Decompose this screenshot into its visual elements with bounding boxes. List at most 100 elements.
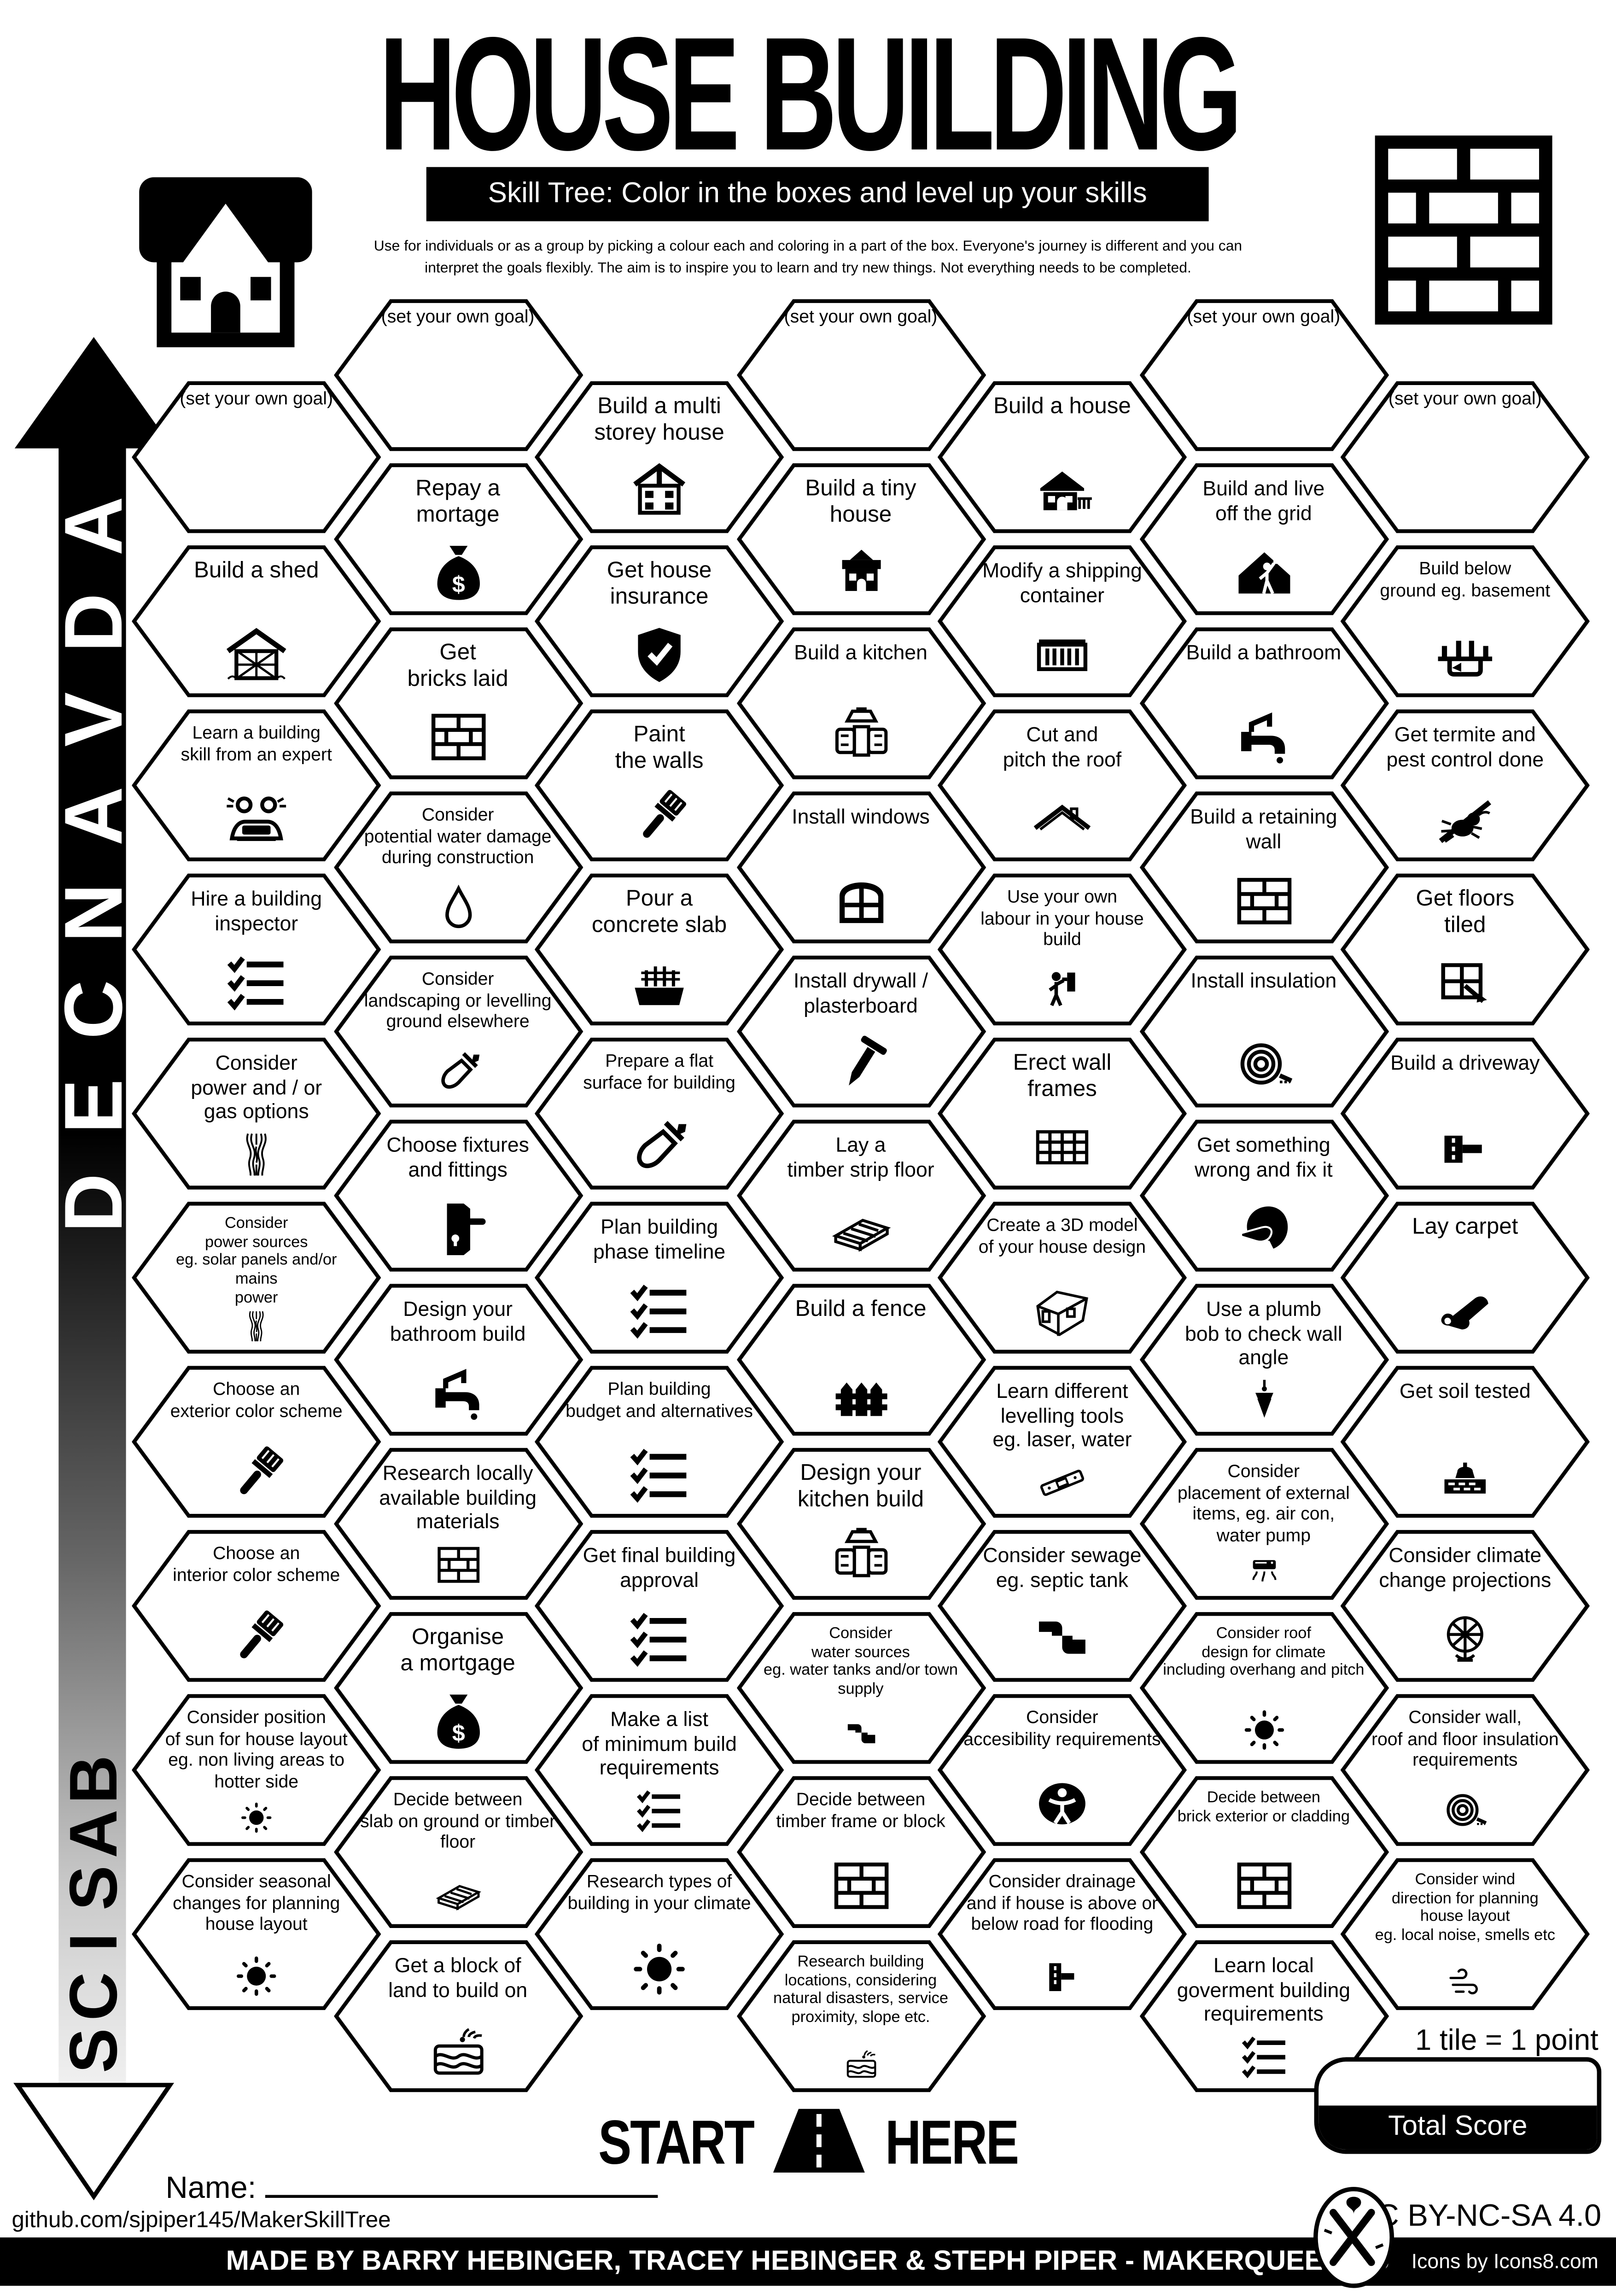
sun-icon: [241, 1802, 272, 1833]
hex-label: Build a retaining wall: [1190, 804, 1337, 852]
hex-install-windows: Install windows: [736, 791, 986, 944]
hex-outline: [938, 873, 1187, 1026]
hex-choose-interior-color-scheme: Choose an interior color scheme: [132, 1530, 381, 1682]
hex-label: Lay carpet: [1412, 1215, 1518, 1240]
hex-outline: [333, 1120, 583, 1272]
hex-label: Consider potential water damage during con…: [364, 804, 552, 868]
wall-frame-icon: [1036, 1130, 1089, 1165]
hex-organise-a-mortgage: Organise a mortgage $: [333, 1612, 583, 1764]
hex-outline: [535, 873, 784, 1026]
description-line1: Use for individuals or as a group by pic…: [373, 239, 1243, 255]
hex-label: Build a driveway: [1390, 1050, 1540, 1074]
hex-outline: [736, 1940, 986, 2092]
license-text: CC BY-NC-SA 4.0: [1354, 2199, 1602, 2233]
checklist-icon: [1241, 2036, 1285, 2079]
checklist-icon: [227, 956, 284, 1011]
house-3d-icon: [1036, 1291, 1088, 1336]
name-row: Name:: [165, 2171, 658, 2207]
hex-outline: [1340, 1366, 1590, 1518]
sun-icon: [237, 1956, 276, 1996]
multi-house-icon: [633, 463, 686, 515]
hex-label: Consider climate change projections: [1379, 1542, 1552, 1591]
hex-plan-building-phase-timeline: Plan building phase timeline: [535, 1202, 784, 1354]
hex-outline: [1340, 381, 1590, 533]
svg-text:$: $: [451, 1720, 464, 1746]
hex-outline: [938, 1530, 1187, 1682]
hex-use-own-labour: Use your own labour in your house build: [938, 873, 1187, 1026]
description: Use for individuals or as a group by pic…: [220, 236, 1396, 280]
hex-label: (set your own goal): [1388, 388, 1542, 409]
hex-outline: [1340, 1202, 1590, 1354]
total-score-label: Total Score: [1318, 2105, 1597, 2150]
driveway-icon: [1444, 1135, 1482, 1163]
hex-use-plumb-bob: Use a plumb bob to check wall angle: [1139, 1284, 1388, 1436]
hex-get-block-of-land: Get a block of land to build on: [333, 1940, 583, 2092]
hex-label: Get floors tiled: [1416, 886, 1515, 938]
hex-label: Pour a concrete slab: [591, 886, 727, 938]
hex-choose-fixtures-fittings: Choose fixtures and fittings: [333, 1120, 583, 1272]
hex-consider-water-sources: Consider water sources eg. water tanks and…: [736, 1612, 986, 1764]
hex-build-below-ground: Build below ground eg. basement: [1340, 545, 1590, 697]
hex-consider-sun-position: Consider position of sun for house layout…: [132, 1694, 381, 1846]
hex-label: Plan building phase timeline: [593, 1215, 726, 1262]
hex-build-a-bathroom: Build a bathroom: [1139, 627, 1388, 780]
hex-label: Get something wrong and fix it: [1195, 1133, 1333, 1180]
hex-label: Build a kitchen: [794, 640, 928, 664]
hex-outline: [333, 1284, 583, 1436]
wires-icon: [249, 1310, 264, 1341]
hex-outline: [132, 1037, 381, 1190]
hex-learn-levelling-tools: Learn different levelling tools eg. laser,…: [938, 1366, 1187, 1518]
hex-lay-timber-strip-floor: Lay a timber strip floor: [736, 1120, 986, 1272]
hex-create-3d-model: Create a 3D model of your house design: [938, 1202, 1187, 1354]
start-word: START: [598, 2109, 755, 2179]
hex-outline: [132, 1366, 381, 1518]
cabinet-icon: [834, 707, 887, 757]
road-icon: [771, 2106, 868, 2184]
hex-outline: [736, 1448, 986, 1600]
spirit-level-icon: [1040, 1470, 1085, 1496]
hex-build-a-fence: Build a fence: [736, 1284, 986, 1436]
hex-outline: [736, 463, 986, 615]
hex-label: Build a house: [993, 394, 1131, 419]
hex-label: (set your own goal): [381, 306, 535, 327]
concrete-icon: [635, 966, 684, 1005]
start-here: START HERE: [0, 2106, 1616, 2184]
hex-learn-building-skill-from-expert: Learn a building skill from an expert: [132, 709, 381, 862]
container-icon: [1037, 639, 1088, 672]
hex-outline: [132, 381, 381, 533]
hex-label: Erect wall frames: [1013, 1050, 1112, 1103]
hex-outline: [1139, 299, 1388, 451]
brush-icon: [240, 1610, 284, 1659]
hex-consider-drainage: Consider drainage and if house is above o…: [938, 1858, 1187, 2010]
hex-outline: [535, 1694, 784, 1846]
hex-install-insulation: Install insulation: [1139, 955, 1388, 1108]
hex-prepare-flat-surface: Prepare a flat surface for building: [535, 1037, 784, 1190]
shovel-icon: [440, 1052, 479, 1089]
shovel-icon: [637, 1121, 687, 1168]
total-score-blank: [1318, 2062, 1597, 2105]
hex-label: Consider roof design for climate including…: [1163, 1625, 1365, 1680]
hex-consider-climate-change: Consider climate change projections: [1340, 1530, 1590, 1682]
hex-label: Build and live off the grid: [1202, 476, 1325, 524]
hex-label: Decide between slab on ground or timber fl…: [360, 1789, 556, 1852]
hex-outline: [535, 381, 784, 533]
hex-label: Design your bathroom build: [390, 1297, 526, 1344]
hex-consider-roof-design-climate: Consider roof design for climate including…: [1139, 1612, 1388, 1764]
hex-get-house-insurance: Get house insurance: [535, 545, 784, 697]
hex-outline: [736, 1120, 986, 1272]
hex-label: Consider wind direction for planning house…: [1375, 1871, 1555, 1945]
name-label: Name:: [165, 2171, 257, 2205]
hex-label: Use your own labour in your house build: [980, 886, 1144, 950]
hex-build-a-shed: Build a shed: [132, 545, 381, 697]
hex-repay-a-mortage: Repay a mortage $: [333, 463, 583, 615]
arrow-up-icon: [12, 334, 175, 458]
hex-label: Get final building approval: [583, 1542, 736, 1591]
globe-icon: [1447, 1616, 1483, 1662]
shed-icon: [226, 628, 286, 680]
hex-outline: [736, 1776, 986, 1928]
svg-text:$: $: [451, 571, 464, 597]
hex-outline: [132, 1858, 381, 2010]
hex-outline: [333, 791, 583, 944]
hex-label: Paint the walls: [615, 722, 704, 774]
